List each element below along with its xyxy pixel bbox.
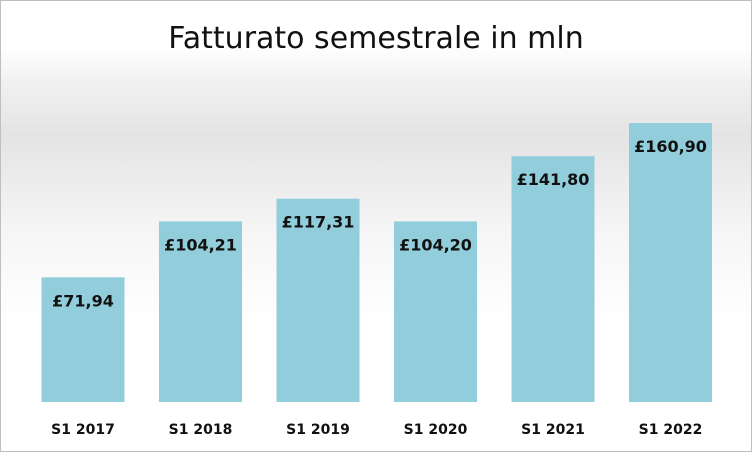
data-label: £141,80: [517, 170, 590, 189]
bar-s1-2017: [41, 277, 125, 402]
bar-s1-2022: [629, 123, 712, 402]
x-tick-label: S1 2018: [169, 422, 233, 438]
data-label: £160,90: [634, 137, 707, 156]
data-label: £104,21: [164, 235, 237, 254]
bar-s1-2019: [276, 198, 360, 402]
data-label: £117,31: [282, 213, 355, 232]
data-label: £104,20: [399, 235, 472, 254]
x-tick-label: S1 2020: [404, 422, 468, 438]
bar-s1-2018: [159, 221, 242, 402]
data-label: £71,94: [52, 291, 114, 310]
bar-s1-2021: [511, 156, 595, 402]
x-tick-label: S1 2021: [521, 422, 585, 438]
x-tick-label: S1 2019: [286, 422, 350, 438]
bar-s1-2020: [394, 221, 477, 402]
x-tick-label: S1 2017: [51, 422, 115, 438]
chart-title: Fatturato semestrale in mln: [168, 21, 584, 56]
x-tick-label: S1 2022: [639, 422, 703, 438]
